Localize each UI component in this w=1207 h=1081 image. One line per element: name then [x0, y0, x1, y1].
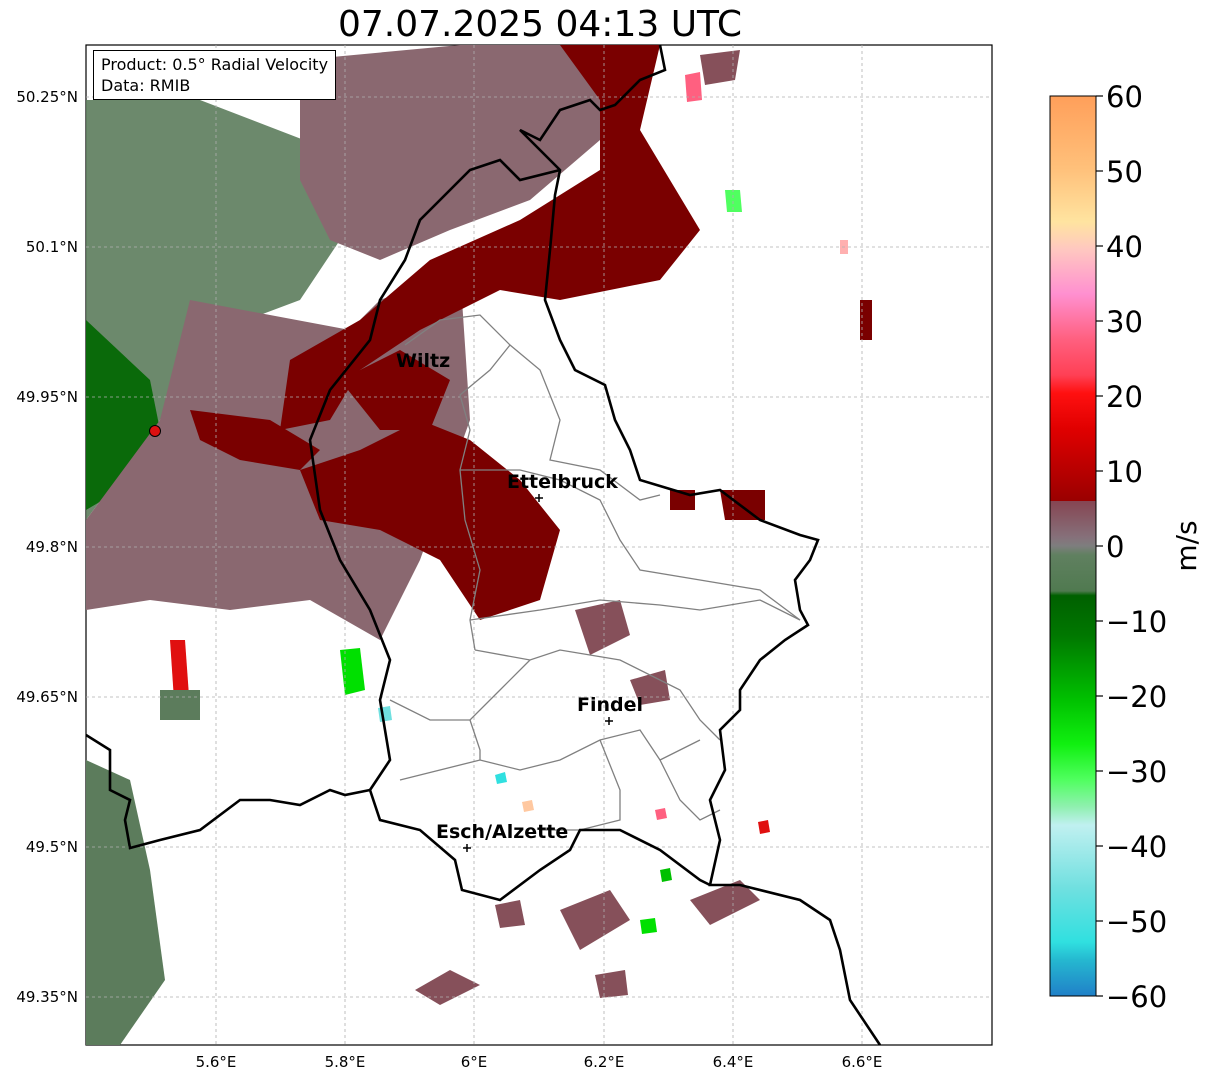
- colorbar-unit-label: m/s: [1170, 520, 1203, 571]
- city-label: Findel: [577, 694, 643, 716]
- y-tick-label: 49.5°N: [26, 838, 78, 856]
- product-info-box: Product: 0.5° Radial Velocity Data: RMIB: [93, 50, 337, 100]
- x-tick-label: 6.2°E: [584, 1053, 625, 1071]
- x-tick-label: 6.6°E: [842, 1053, 883, 1071]
- city-marker-icon: [463, 844, 471, 852]
- national-borders: [86, 45, 882, 1045]
- radar-site-marker: [149, 425, 161, 437]
- y-tick-label: 49.95°N: [16, 388, 78, 406]
- map-title: 07.07.2025 04:13 UTC: [337, 4, 743, 45]
- y-tick-label: 50.1°N: [26, 238, 78, 256]
- city-label: Esch/Alzette: [436, 821, 568, 843]
- colorbar-tick-label: 30: [1106, 305, 1143, 339]
- city-label: Ettelbruck: [507, 471, 618, 493]
- product-text: Product: 0.5° Radial Velocity: [101, 55, 329, 74]
- colorbar: 60 50 40 30 20 10 0 −10 −20 −30 −40 −50 …: [1049, 80, 1203, 1014]
- colorbar-tick-label: 60: [1106, 80, 1143, 114]
- x-axis-ticks: 5.6°E 5.8°E 6°E 6.2°E 6.4°E 6.6°E: [196, 1053, 883, 1071]
- y-tick-label: 49.35°N: [16, 988, 78, 1006]
- colorbar-tick-label: −20: [1106, 680, 1167, 714]
- y-tick-label: 50.25°N: [16, 88, 78, 106]
- colorbar-tick-label: 0: [1106, 530, 1124, 564]
- y-axis-ticks: 50.25°N 50.1°N 49.95°N 49.8°N 49.65°N 49…: [16, 88, 78, 1006]
- x-tick-label: 5.8°E: [325, 1053, 366, 1071]
- x-tick-label: 5.6°E: [196, 1053, 237, 1071]
- y-tick-label: 49.65°N: [16, 688, 78, 706]
- colorbar-tick-label: −40: [1106, 830, 1167, 864]
- colorbar-tick-label: −10: [1106, 605, 1167, 639]
- map-gridlines: [86, 45, 992, 1045]
- colorbar-tick-label: 50: [1106, 155, 1143, 189]
- colorbar-tick-label: 40: [1106, 230, 1143, 264]
- city-marker-icon: [605, 717, 613, 725]
- colorbar-gradient: [1049, 95, 1097, 997]
- colorbar-tick-label: 20: [1106, 380, 1143, 414]
- y-tick-label: 49.8°N: [26, 538, 78, 556]
- city-marker-icon: [535, 494, 543, 502]
- x-tick-label: 6°E: [461, 1053, 488, 1071]
- colorbar-tick-label: −30: [1106, 755, 1167, 789]
- colorbar-tick-marks: [1096, 95, 1103, 997]
- radar-echoes: [86, 45, 872, 1045]
- colorbar-tick-label: 10: [1106, 455, 1143, 489]
- canton-boundaries: [389, 314, 801, 831]
- data-source-text: Data: RMIB: [101, 76, 191, 95]
- city-label: Wiltz: [396, 350, 450, 372]
- colorbar-tick-label: −60: [1106, 980, 1167, 1014]
- colorbar-tick-label: −50: [1106, 905, 1167, 939]
- x-tick-label: 6.4°E: [713, 1053, 754, 1071]
- city-markers: Wiltz Ettelbruck Findel Esch/Alzette: [396, 350, 643, 852]
